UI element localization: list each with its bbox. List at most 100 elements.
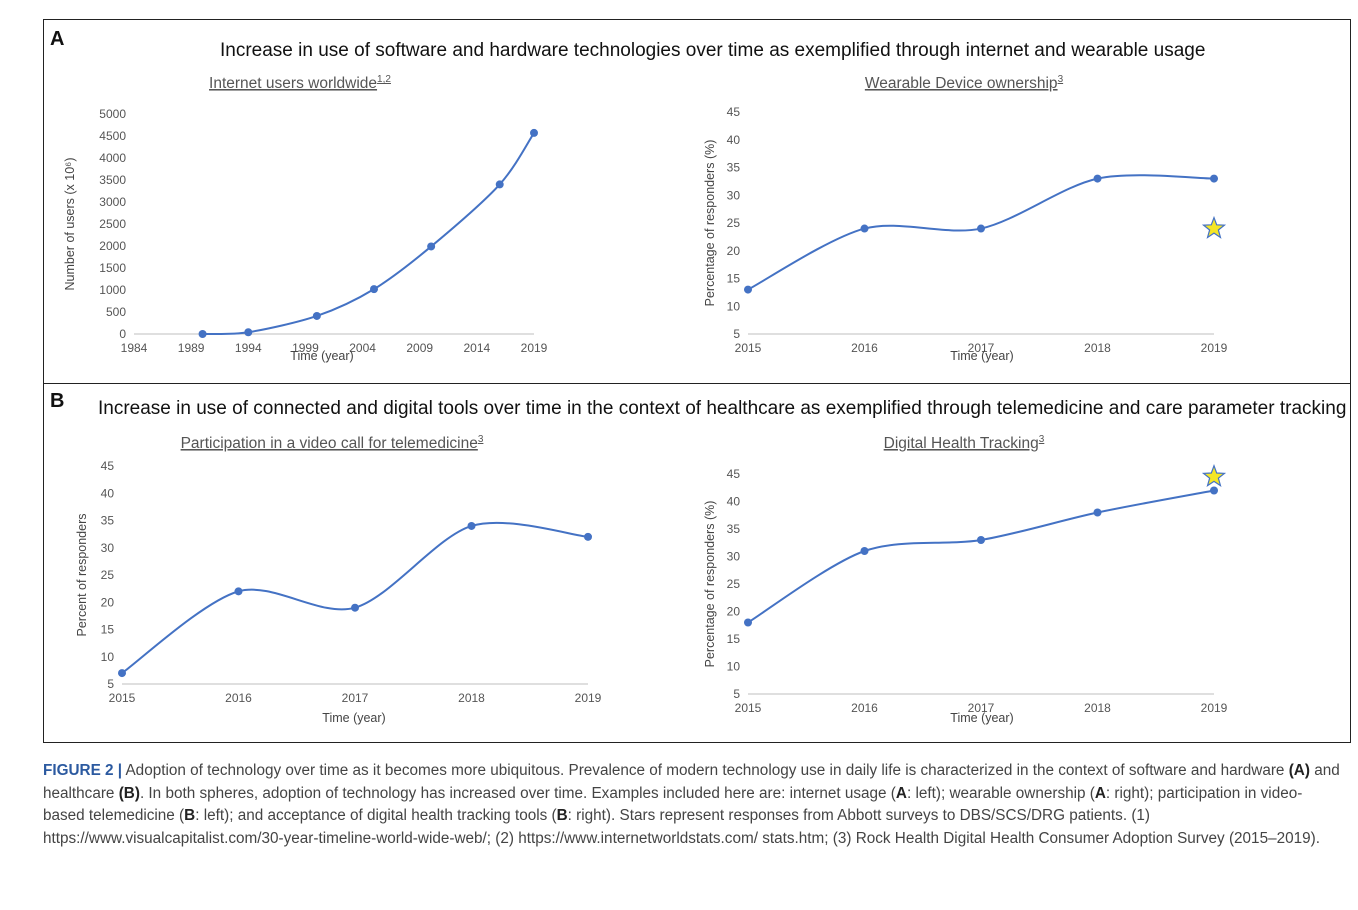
x-tick-label: 2017 xyxy=(968,701,995,715)
x-axis-label: Time (year) xyxy=(950,711,1013,725)
data-point xyxy=(977,536,985,544)
data-point xyxy=(744,285,752,294)
y-tick-label: 5 xyxy=(107,677,114,691)
y-tick-label: 40 xyxy=(727,133,741,147)
series-line xyxy=(202,132,535,336)
chart-title: Digital Health Tracking3 xyxy=(884,434,1045,452)
data-point xyxy=(351,603,359,612)
data-point xyxy=(530,128,538,137)
x-tick-label: 2016 xyxy=(225,691,252,705)
chart-title-text: Participation in a video call for teleme… xyxy=(181,435,478,452)
data-point xyxy=(312,311,321,320)
data-point xyxy=(244,328,253,337)
chart-title-superscript: 1,2 xyxy=(377,74,391,85)
x-tick-label: 1994 xyxy=(235,341,262,355)
chart-title: Wearable Device ownership3 xyxy=(865,74,1064,92)
data-point xyxy=(234,587,243,596)
y-tick-label: 20 xyxy=(727,244,741,258)
x-tick-label: 2019 xyxy=(575,691,602,705)
x-tick-label: 2018 xyxy=(1084,341,1111,355)
x-tick-label: 1999 xyxy=(292,341,319,355)
chart-title-superscript: 3 xyxy=(478,434,484,445)
caption-text: : left); wearable ownership ( xyxy=(906,784,1095,802)
x-tick-label: 2009 xyxy=(406,341,433,355)
chart-title-superscript: 3 xyxy=(1058,74,1064,85)
digital-health-tracking-chart: Digital Health Tracking3 5 10 15 20 25 30 35 40 4… xyxy=(703,434,1228,725)
y-tick-label: 5 xyxy=(733,687,740,701)
y-tick-label: 1500 xyxy=(99,261,126,275)
figure-caption: FIGURE 2 | Adoption of technology over t… xyxy=(43,760,1343,850)
caption-label: FIGURE 2 | xyxy=(43,762,123,779)
series-line xyxy=(121,521,589,674)
caption-text: : left); and acceptance of digital healt… xyxy=(195,807,557,824)
y-tick-label: 10 xyxy=(727,660,741,674)
caption-text: . In both spheres, adoption of technolog… xyxy=(139,784,896,802)
chart-title-superscript: 3 xyxy=(1039,434,1045,445)
y-tick-label: 25 xyxy=(727,216,741,230)
x-tick-label: 2019 xyxy=(1201,701,1228,715)
x-tick-label: 2015 xyxy=(735,701,762,715)
y-tick-label: 45 xyxy=(727,467,741,481)
y-tick-label: 30 xyxy=(727,550,741,564)
data-point xyxy=(1210,174,1218,183)
chart-title: Participation in a video call for teleme… xyxy=(181,434,484,452)
y-tick-label: 25 xyxy=(727,577,741,591)
y-tick-label: 5000 xyxy=(99,107,126,121)
caption-text: and healthcare xyxy=(43,762,1340,802)
data-point xyxy=(1093,508,1102,517)
y-tick-label: 500 xyxy=(106,305,126,319)
data-point xyxy=(1093,174,1102,183)
y-tick-label: 15 xyxy=(727,632,741,646)
panel-b-heading: Increase in use of connected and digital… xyxy=(98,398,1347,419)
chart-title-text: Internet users worldwide xyxy=(209,75,377,92)
star-icon xyxy=(1201,464,1227,488)
telemedicine-chart: Participation in a video call for teleme… xyxy=(75,434,602,725)
x-tick-label: 2018 xyxy=(458,691,485,705)
x-tick-label: 2014 xyxy=(464,341,491,355)
y-tick-label: 4500 xyxy=(99,129,126,143)
data-point xyxy=(744,618,752,627)
caption-text: : right). Stars represent responses from… xyxy=(43,807,1320,847)
x-tick-label: 2019 xyxy=(1201,341,1228,355)
x-axis-label: Time (year) xyxy=(322,711,385,725)
figure-frame xyxy=(43,19,1351,743)
x-axis-label: Time (year) xyxy=(950,349,1013,363)
panel-a-letter: A xyxy=(50,28,65,50)
x-tick-label: 2016 xyxy=(851,341,878,355)
star-icon xyxy=(1201,215,1227,239)
data-point xyxy=(370,285,378,294)
panel-b-letter: B xyxy=(50,390,65,412)
y-tick-label: 10 xyxy=(101,650,115,664)
x-tick-label: 2015 xyxy=(735,341,762,355)
caption-ref: A xyxy=(1094,784,1106,802)
y-tick-label: 40 xyxy=(727,495,741,509)
y-tick-label: 2500 xyxy=(99,217,126,231)
y-tick-label: 1000 xyxy=(99,283,126,297)
y-tick-label: 35 xyxy=(101,514,115,528)
internet-users-chart: Internet users worldwide1,2 0 500 1000 1500 2… xyxy=(63,74,548,363)
y-tick-label: 20 xyxy=(101,595,115,609)
y-tick-label: 3500 xyxy=(99,173,126,187)
data-point xyxy=(584,532,592,541)
x-tick-label: 2017 xyxy=(968,341,995,355)
x-tick-label: 2004 xyxy=(349,341,376,355)
caption-ref: A xyxy=(895,784,907,802)
x-tick-label: 2015 xyxy=(109,691,136,705)
y-tick-label: 45 xyxy=(101,459,115,473)
y-tick-label: 35 xyxy=(727,522,741,536)
y-axis-label: Number of users (x 10⁶) xyxy=(63,158,77,291)
y-axis-label: Percent of responders xyxy=(75,514,89,637)
data-point xyxy=(1210,486,1218,495)
wearable-ownership-chart: Wearable Device ownership351015202530354… xyxy=(703,74,1228,363)
x-tick-label: 1984 xyxy=(121,341,148,355)
y-tick-label: 4000 xyxy=(99,151,126,165)
y-tick-label: 30 xyxy=(101,541,115,555)
caption-text: : right); participation in video-based t… xyxy=(43,784,1303,825)
y-tick-label: 45 xyxy=(727,105,741,119)
y-tick-label: 20 xyxy=(727,605,741,619)
y-tick-label: 5 xyxy=(733,327,740,341)
x-tick-label: 1989 xyxy=(178,341,205,355)
series-line xyxy=(747,489,1215,624)
caption-ref: (A) xyxy=(1288,762,1310,779)
x-tick-label: 2016 xyxy=(851,701,878,715)
